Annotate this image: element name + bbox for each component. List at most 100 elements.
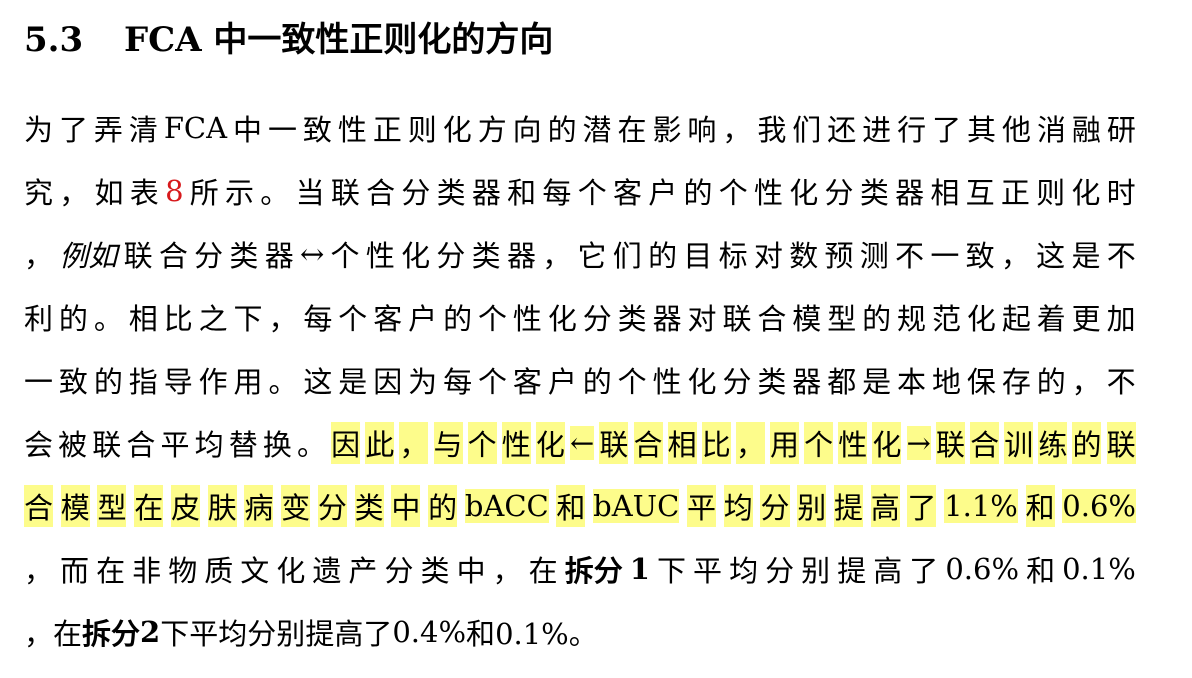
text-segment: 方	[477, 112, 507, 147]
text-segment: 户	[408, 301, 438, 336]
text-segment: 了	[363, 616, 393, 651]
text-segment: 导	[163, 364, 193, 399]
highlighted-text: 练	[1038, 421, 1068, 464]
text-segment: ，	[24, 616, 54, 651]
text-segment: 本	[897, 364, 927, 399]
highlighted-text: 性	[501, 421, 531, 464]
highlighted-text: 合	[633, 421, 663, 464]
text-segment: 不	[895, 238, 925, 273]
highlighted-text: 训	[1004, 421, 1034, 464]
text-segment: 一	[24, 364, 54, 399]
paragraph-line: 为了弄清 FCA 中一致性正则化方向的潜在影响，我们还进行了其他消融研	[24, 96, 1136, 159]
paragraph-line: 究，如表 8 所示。当联合分类器和每个客户的个性化分类器相互正则化时	[24, 159, 1136, 222]
bold-text: 拆分	[82, 616, 141, 651]
text-segment: 类	[420, 553, 450, 588]
text-segment: 类	[436, 175, 466, 210]
text-segment: 化	[1071, 175, 1101, 210]
text-segment: 这	[1036, 238, 1066, 273]
text-segment: 不	[1106, 364, 1136, 399]
text-segment: 客	[612, 175, 642, 210]
text-segment: ，	[24, 553, 54, 588]
text-segment: ，	[492, 553, 522, 588]
text-segment: 化	[442, 112, 472, 147]
text-segment: 中	[456, 553, 486, 588]
text-segment: 进	[862, 112, 892, 147]
highlighted-text: ，	[399, 421, 429, 464]
text-segment: 的	[93, 364, 123, 399]
text-segment: 器	[506, 238, 536, 273]
text-segment: 利	[24, 301, 54, 336]
highlighted-text: 高	[870, 484, 900, 527]
highlighted-text: 中	[391, 484, 421, 527]
text-segment: ，	[24, 238, 54, 273]
text-segment: 客	[512, 364, 542, 399]
text-segment: 们	[612, 238, 642, 273]
text-segment: 行	[897, 112, 927, 147]
text-segment: 器	[792, 364, 822, 399]
highlighted-text: 和	[1025, 484, 1055, 527]
text-segment: 分	[765, 553, 795, 588]
text-segment: 在	[528, 553, 558, 588]
text-segment: 和	[1026, 553, 1056, 588]
highlighted-text: 的	[428, 484, 458, 527]
bold-text: 2	[140, 614, 161, 649]
text-segment: 加	[1106, 301, 1136, 336]
text-segment: 还	[827, 112, 857, 147]
text-segment: 。	[93, 301, 123, 336]
text-segment: 的	[547, 112, 577, 147]
text-segment: 地	[931, 364, 961, 399]
highlighted-text: 变	[281, 484, 311, 527]
text-segment: 个	[477, 364, 507, 399]
text-segment: ↔	[299, 236, 325, 271]
text-segment: 因	[373, 364, 403, 399]
text-segment: ，	[268, 301, 298, 336]
highlighted-text: 性	[838, 421, 868, 464]
highlighted-text: 用	[770, 421, 800, 464]
text-segment: 户	[547, 364, 577, 399]
highlighted-text: 联	[1106, 421, 1136, 464]
text-segment: 性	[652, 364, 682, 399]
highlighted-text: 比	[701, 421, 731, 464]
text-segment: 表	[129, 175, 159, 210]
section-number: 5.3	[24, 20, 84, 60]
paragraph-line: 会被联合平均替换。因此，与个性化 ← 联合相比，用个性化 → 联合训练的联	[24, 411, 1136, 474]
highlighted-text: →	[906, 425, 931, 460]
text-segment: 平	[693, 553, 723, 588]
text-segment: ，	[722, 112, 752, 147]
text-segment: FCA	[163, 110, 228, 145]
text-segment: 化	[966, 301, 996, 336]
text-segment: 联	[92, 427, 122, 462]
text-segment: 数	[789, 238, 819, 273]
highlighted-text: ，	[735, 421, 765, 464]
text-segment: 分	[824, 175, 854, 210]
text-segment: 客	[373, 301, 403, 336]
text-segment: 0.4%	[392, 614, 467, 649]
text-segment: 其	[967, 112, 997, 147]
text-segment: 标	[718, 238, 748, 273]
highlighted-text: 了	[907, 484, 937, 527]
text-segment: 性	[337, 112, 367, 147]
text-segment: 之	[198, 301, 228, 336]
text-segment: 类	[859, 175, 889, 210]
text-segment: 均	[729, 553, 759, 588]
text-segment: 分	[384, 553, 414, 588]
text-segment: 弄	[93, 112, 123, 147]
highlighted-text: 和	[556, 484, 586, 527]
paragraph-line: 合模型在皮肤病变分类中的 bACC 和 bAUC 平均分别提高了 1.1% 和 …	[24, 474, 1136, 537]
text-segment: 类	[229, 238, 259, 273]
text-segment: 高	[873, 553, 903, 588]
paragraph-line: ， 例如联合分类器 ↔ 个性化分类器，它们的目标对数预测不一致，这是不	[24, 222, 1136, 285]
highlighted-text: 相	[667, 421, 697, 464]
text-segment: 为	[24, 112, 54, 147]
text-segment: 致	[302, 112, 332, 147]
text-segment: 别	[801, 553, 831, 588]
text-segment: 合	[158, 238, 188, 273]
table-reference-link[interactable]: 8	[165, 173, 184, 208]
text-segment: 被	[58, 427, 88, 462]
text-segment: 性	[754, 175, 784, 210]
text-segment: 分	[247, 616, 277, 651]
text-segment: 而	[60, 553, 90, 588]
text-segment: 提	[837, 553, 867, 588]
highlighted-text: 提	[833, 484, 863, 527]
